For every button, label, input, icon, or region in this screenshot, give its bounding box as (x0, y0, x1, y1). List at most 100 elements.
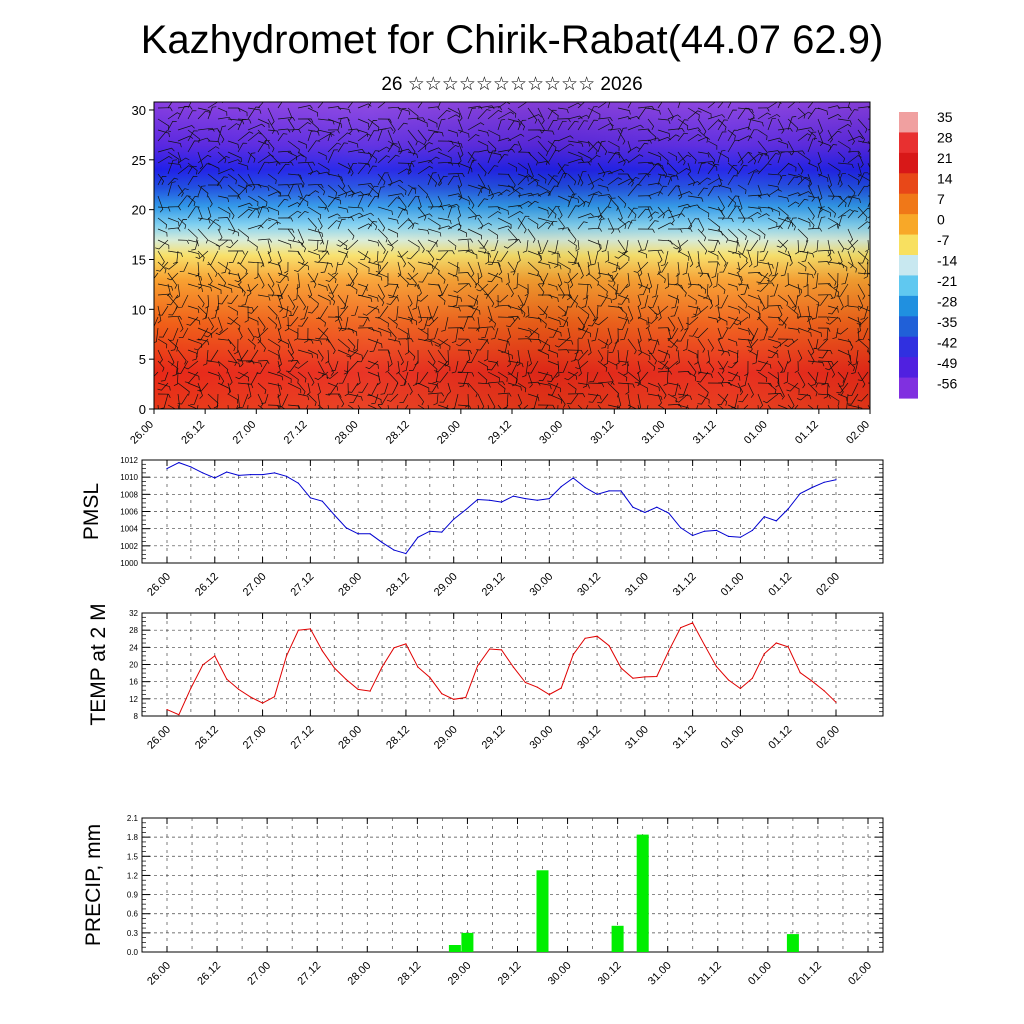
wind-barb (187, 102, 192, 109)
wind-barb (547, 283, 558, 291)
wind-barb (417, 102, 423, 109)
x-tick-label: 01.00 (719, 724, 747, 752)
wind-barb (717, 195, 725, 211)
wind-barb (797, 173, 811, 186)
pmsl-point (763, 516, 765, 518)
wind-barb (784, 272, 789, 288)
temp-2m-point (441, 693, 443, 695)
wind-barb (177, 125, 195, 131)
wind-barb (837, 239, 845, 253)
wind-barb (506, 316, 519, 328)
x-tick-label: 26.12 (179, 419, 207, 447)
wind-barb (157, 293, 173, 298)
wind-barb (177, 219, 188, 230)
pmsl-point (787, 508, 789, 510)
wind-barb (703, 283, 709, 299)
wind-barb (467, 261, 475, 278)
wind-barb (737, 195, 743, 212)
wind-barb (337, 173, 346, 190)
wind-barb (663, 371, 669, 386)
temp-2m-point (704, 644, 706, 646)
wind-barb (397, 107, 411, 115)
wind-barb (237, 305, 255, 312)
wind-barb (767, 382, 777, 394)
x-tick-label: 28.12 (384, 419, 412, 447)
wind-barb (178, 327, 189, 339)
wind-barb (407, 195, 420, 208)
wind-barb (313, 239, 319, 252)
wind-barb (657, 404, 666, 409)
wind-barb (425, 316, 439, 327)
temp-2m-point (787, 646, 789, 648)
wind-barb (797, 217, 811, 227)
wind-barb (557, 120, 567, 131)
wind-barb (277, 250, 282, 264)
wind-barb (664, 272, 669, 289)
wind-barb (165, 261, 179, 270)
wind-barb (407, 382, 413, 395)
wind-barb (177, 316, 184, 333)
wind-barb (297, 294, 307, 311)
pmsl-point (489, 499, 491, 501)
wind-barb (497, 154, 509, 164)
wind-barb (547, 220, 558, 230)
wind-barb (777, 127, 793, 132)
wind-barb (767, 349, 779, 359)
wind-barb (307, 129, 320, 136)
wind-barb (427, 195, 434, 210)
wind-barb (428, 382, 439, 393)
wind-barb (697, 338, 706, 353)
wind-barb (647, 349, 657, 365)
wind-barb (388, 382, 399, 395)
x-tick-label: 26.12 (193, 724, 221, 752)
wind-barb (267, 184, 281, 197)
wind-barb (685, 316, 699, 325)
wind-barb (477, 198, 489, 208)
wind-barb (187, 129, 200, 143)
wind-barb (747, 250, 753, 268)
wind-barb (817, 360, 834, 366)
wind-barb (307, 393, 317, 407)
wind-barb (257, 272, 265, 289)
wind-barb (357, 118, 370, 128)
wind-barb (857, 207, 870, 219)
colorbar-swatch (899, 275, 918, 297)
wind-barb (727, 338, 738, 347)
pmsl-point (202, 472, 204, 474)
chart-title: Kazhydromet for Chirik-Rabat(44.07 62.9) (140, 18, 884, 62)
temp-2m-point (381, 666, 383, 668)
temp-2m-point (453, 698, 455, 700)
wind-barb (407, 239, 420, 252)
wind-barb (227, 382, 231, 395)
wind-barb (527, 151, 538, 166)
wind-barb (487, 371, 500, 382)
wind-barb (397, 261, 402, 278)
wind-barb (157, 239, 170, 250)
wind-barb (277, 117, 296, 121)
wind-barb (217, 168, 235, 175)
wind-barb (167, 112, 181, 120)
wind-barb (237, 162, 249, 170)
pmsl-point (823, 481, 825, 483)
wind-barb (554, 250, 559, 268)
wind-barb (177, 157, 190, 164)
temp-2m-point (214, 655, 216, 657)
wind-barb (325, 349, 330, 364)
wind-barb (293, 261, 309, 272)
wind-barb (317, 162, 330, 174)
wind-barb (617, 107, 631, 115)
wind-barb (227, 250, 245, 255)
wind-barb (177, 188, 189, 197)
y-tick-label: 1004 (120, 525, 138, 534)
wind-barb (507, 315, 521, 320)
wind-barb (787, 382, 800, 393)
wind-barb (167, 120, 177, 131)
temp-2m-point (465, 696, 467, 699)
wind-barb (257, 404, 264, 409)
wind-barb (307, 228, 324, 237)
wind-barb (277, 198, 289, 208)
wind-barb (694, 349, 699, 365)
wind-barb (227, 123, 241, 131)
wind-barb (697, 187, 708, 197)
wind-barb (817, 173, 829, 182)
